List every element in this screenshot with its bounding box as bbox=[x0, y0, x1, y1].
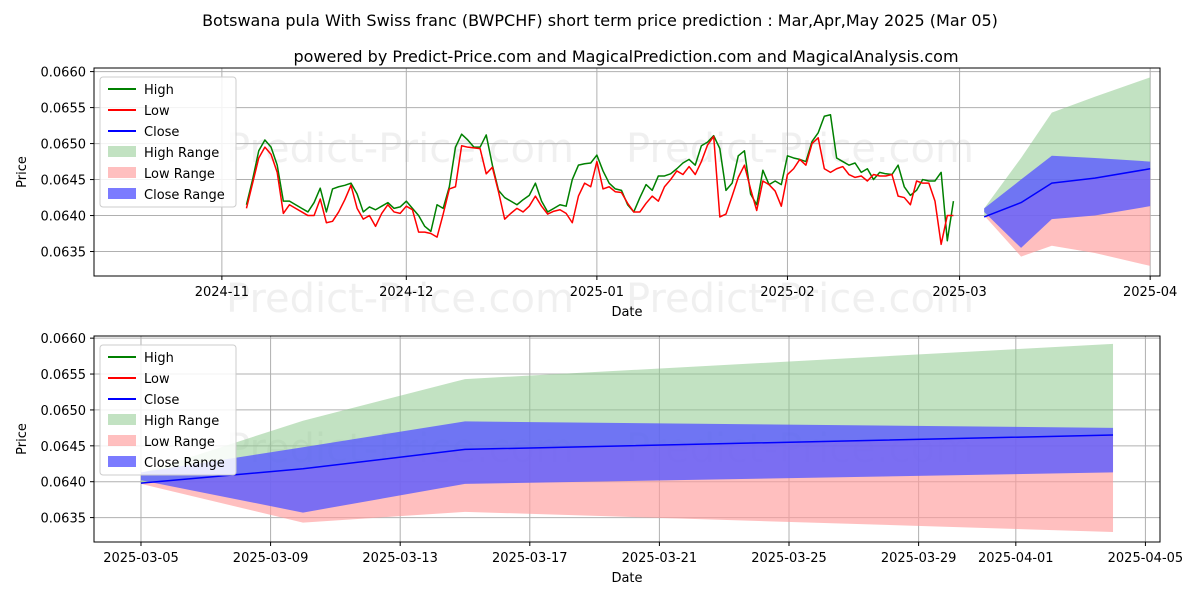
x-tick-label: 2024-11 bbox=[195, 285, 249, 300]
legend-label: Close bbox=[144, 393, 179, 408]
legend-label: Low bbox=[144, 372, 170, 387]
x-tick-label: 2025-03-05 bbox=[103, 551, 179, 566]
low-line bbox=[245, 135, 954, 246]
x-tick-label: 2024-12 bbox=[379, 285, 433, 300]
legend: High Low Close High Range Low Range Close Ran… bbox=[99, 76, 237, 208]
legend-label: Low Range bbox=[144, 167, 215, 182]
x-tick-label: 2025-03-21 bbox=[622, 551, 698, 566]
x-axis-label: Date bbox=[611, 305, 642, 320]
legend-swatch bbox=[108, 188, 136, 199]
legend-label: Low Range bbox=[144, 435, 215, 450]
x-axis-label: Date bbox=[611, 571, 642, 586]
legend-swatch bbox=[108, 435, 136, 446]
y-tick-label: 0.0640 bbox=[41, 476, 87, 491]
x-tick-label: 2025-04-05 bbox=[1108, 551, 1184, 566]
y-axis-ticks: 0.0635 0.0640 0.0645 0.0650 0.0655 0.0660 bbox=[41, 332, 94, 527]
x-tick-label: 2025-03-13 bbox=[362, 551, 438, 566]
series-lines bbox=[245, 114, 1151, 246]
watermark: Predict-Price.com bbox=[226, 126, 574, 172]
series-lines bbox=[140, 434, 1114, 484]
x-tick-label: 2025-04 bbox=[1123, 285, 1177, 300]
x-tick-label: 2025-03 bbox=[932, 285, 986, 300]
x-tick-label: 2025-04-01 bbox=[978, 551, 1054, 566]
y-tick-label: 0.0640 bbox=[41, 210, 87, 225]
y-tick-label: 0.0650 bbox=[41, 138, 87, 153]
legend-label: High bbox=[144, 351, 174, 366]
watermark-group: Predict-Price.com Predict-Price.com Pred… bbox=[226, 126, 974, 322]
plot-frame bbox=[93, 335, 1161, 543]
x-tick-label: 2025-03-25 bbox=[751, 551, 827, 566]
legend-label: Low bbox=[144, 104, 170, 119]
watermark: Predict-Price.com bbox=[226, 276, 574, 322]
y-tick-label: 0.0660 bbox=[41, 66, 87, 81]
y-axis-label: Price bbox=[15, 423, 30, 455]
legend: High Low Close High Range Low Range Close Ran… bbox=[99, 344, 237, 476]
x-tick-label: 2025-01 bbox=[570, 285, 624, 300]
y-axis-label: Price bbox=[15, 156, 30, 188]
x-tick-label: 2025-02 bbox=[760, 285, 814, 300]
y-tick-label: 0.0655 bbox=[41, 102, 87, 117]
y-tick-label: 0.0660 bbox=[41, 332, 87, 347]
x-axis-ticks: 2024-11 2024-12 2025-01 2025-02 2025-03 2025-… bbox=[195, 276, 1177, 300]
x-tick-label: 2025-03-17 bbox=[492, 551, 568, 566]
y-tick-label: 0.0645 bbox=[41, 440, 87, 455]
watermark: Predict-Price.com bbox=[626, 126, 974, 172]
legend-label: High bbox=[144, 83, 174, 98]
legend-label: High Range bbox=[144, 414, 219, 429]
legend-swatch bbox=[108, 146, 136, 157]
legend-label: Close bbox=[144, 125, 179, 140]
y-tick-label: 0.0635 bbox=[41, 512, 87, 527]
range-areas bbox=[984, 77, 1151, 266]
high-line bbox=[245, 114, 955, 242]
legend-swatch bbox=[108, 414, 136, 425]
y-tick-label: 0.0655 bbox=[41, 368, 87, 383]
legend-label: Close Range bbox=[144, 188, 225, 203]
x-tick-label: 2025-03-29 bbox=[881, 551, 957, 566]
y-axis-ticks: 0.0635 0.0640 0.0645 0.0650 0.0655 0.0660 bbox=[41, 66, 94, 261]
chart-title: Botswana pula With Swiss franc (BWPCHF) … bbox=[202, 11, 998, 30]
close-line bbox=[140, 434, 1114, 484]
legend-swatch bbox=[108, 456, 136, 467]
forecast-chart-panel: Predict-Price.com Predict-Price.com 2025… bbox=[15, 332, 1183, 586]
x-tick-label: 2025-03-09 bbox=[233, 551, 309, 566]
x-axis-ticks: 2025-03-05 2025-03-09 2025-03-13 2025-03-17… bbox=[103, 542, 1183, 566]
main-chart-panel: Predict-Price.com Predict-Price.com Pred… bbox=[15, 66, 1177, 322]
close-line bbox=[983, 168, 1151, 218]
legend-label: Close Range bbox=[144, 456, 225, 471]
legend-label: High Range bbox=[144, 146, 219, 161]
y-tick-label: 0.0650 bbox=[41, 404, 87, 419]
close-range-area bbox=[984, 155, 1151, 248]
close-range-area bbox=[140, 421, 1114, 513]
y-tick-label: 0.0645 bbox=[41, 174, 87, 189]
y-tick-label: 0.0635 bbox=[41, 246, 87, 261]
plot-frame bbox=[93, 67, 1161, 277]
legend-swatch bbox=[108, 167, 136, 178]
watermark: Predict-Price.com bbox=[626, 276, 974, 322]
chart-subtitle: powered by Predict-Price.com and Magical… bbox=[293, 47, 958, 66]
